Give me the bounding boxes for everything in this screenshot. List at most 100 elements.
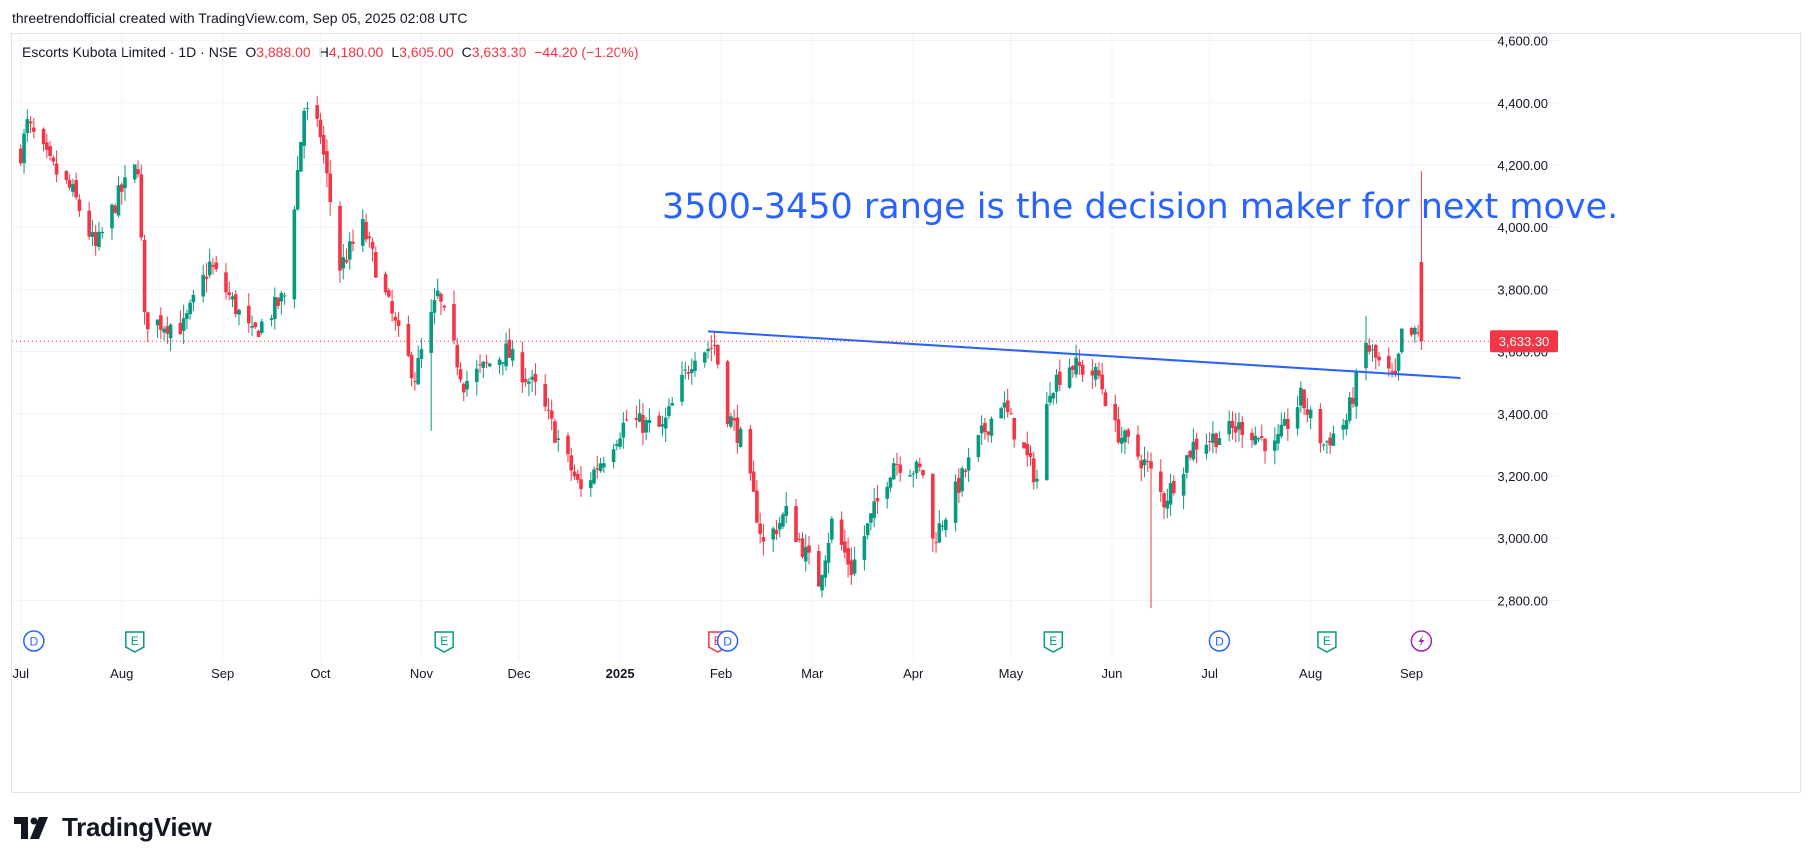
candle[interactable] <box>738 426 743 448</box>
candle[interactable] <box>1377 352 1381 367</box>
candle[interactable] <box>256 329 261 338</box>
candle[interactable] <box>315 95 319 127</box>
candle[interactable] <box>1354 368 1359 419</box>
candle[interactable] <box>188 299 192 320</box>
candle[interactable] <box>1185 454 1189 479</box>
candle[interactable] <box>771 526 775 552</box>
candle[interactable] <box>439 292 443 315</box>
candle[interactable] <box>1328 431 1332 454</box>
candle[interactable] <box>641 403 645 446</box>
candle[interactable] <box>784 491 789 524</box>
candle[interactable] <box>1370 344 1375 362</box>
candle[interactable] <box>455 338 460 376</box>
candle[interactable] <box>207 248 212 279</box>
candle[interactable] <box>758 512 762 544</box>
candle[interactable] <box>592 466 596 486</box>
candle[interactable] <box>826 532 831 574</box>
candle[interactable] <box>364 213 368 243</box>
candle[interactable] <box>1113 394 1117 432</box>
annotation-text[interactable]: 3500-3450 range is the decision maker fo… <box>662 187 1618 227</box>
candle[interactable] <box>204 262 209 293</box>
candle[interactable] <box>387 287 391 299</box>
candle[interactable] <box>227 281 232 301</box>
candle[interactable] <box>774 520 779 540</box>
candle[interactable] <box>181 304 186 345</box>
candle[interactable] <box>507 328 512 358</box>
candle[interactable] <box>1028 445 1033 466</box>
candle[interactable] <box>1002 391 1007 420</box>
candle[interactable] <box>1025 431 1030 467</box>
candle[interactable] <box>1142 446 1147 478</box>
candle[interactable] <box>1044 392 1049 481</box>
candle[interactable] <box>282 292 287 305</box>
candle[interactable] <box>1035 469 1039 489</box>
candle[interactable] <box>191 290 196 311</box>
candle[interactable] <box>142 234 147 325</box>
candle[interactable] <box>321 125 326 164</box>
candle[interactable] <box>937 510 942 544</box>
candle[interactable] <box>1204 433 1209 460</box>
candle[interactable] <box>846 537 850 578</box>
candle[interactable] <box>657 411 661 428</box>
candle[interactable] <box>849 547 854 585</box>
candle[interactable] <box>1191 428 1196 462</box>
candle[interactable] <box>556 429 561 452</box>
candle[interactable] <box>351 229 355 252</box>
candle[interactable] <box>155 319 160 338</box>
candle[interactable] <box>755 480 759 524</box>
candle[interactable] <box>429 299 433 431</box>
candle[interactable] <box>374 246 378 278</box>
candle[interactable] <box>116 176 121 218</box>
candle[interactable] <box>1256 437 1261 443</box>
candle[interactable] <box>683 361 688 380</box>
candle[interactable] <box>230 292 235 308</box>
candle[interactable] <box>781 511 785 530</box>
candle[interactable] <box>22 128 26 174</box>
candle[interactable] <box>1302 389 1306 416</box>
candle[interactable] <box>523 367 528 387</box>
candle[interactable] <box>325 139 329 188</box>
candle[interactable] <box>299 141 303 172</box>
candle[interactable] <box>963 468 968 478</box>
candle[interactable] <box>751 460 756 492</box>
candle[interactable] <box>432 287 437 324</box>
candle[interactable] <box>852 546 857 577</box>
candle[interactable] <box>1230 411 1235 440</box>
candle[interactable] <box>452 290 456 345</box>
candle[interactable] <box>25 109 30 143</box>
candle[interactable] <box>566 432 570 463</box>
candle[interactable] <box>279 290 284 315</box>
event-marker-d[interactable]: D <box>23 630 45 652</box>
candle[interactable] <box>1299 381 1303 413</box>
candle[interactable] <box>1390 363 1394 378</box>
candle[interactable] <box>1116 406 1121 445</box>
candle[interactable] <box>602 456 606 473</box>
candle[interactable] <box>634 405 639 428</box>
candle[interactable] <box>543 373 547 412</box>
candle[interactable] <box>549 399 554 431</box>
candle[interactable] <box>1074 344 1078 378</box>
candle[interactable] <box>1090 359 1095 389</box>
candle[interactable] <box>1211 421 1215 454</box>
candle[interactable] <box>1318 403 1323 453</box>
candle[interactable] <box>1054 368 1059 404</box>
candle[interactable] <box>481 360 486 379</box>
candle[interactable] <box>1100 362 1104 395</box>
candle[interactable] <box>1172 475 1176 496</box>
candle[interactable] <box>611 443 616 469</box>
candle[interactable] <box>1031 451 1036 490</box>
candle[interactable] <box>393 312 398 331</box>
candle[interactable] <box>341 243 346 280</box>
candle[interactable] <box>383 271 388 296</box>
candle[interactable] <box>527 377 531 397</box>
candle[interactable] <box>732 409 736 432</box>
candle[interactable] <box>729 412 733 429</box>
candle[interactable] <box>1139 454 1144 482</box>
candle[interactable] <box>260 318 264 335</box>
candle[interactable] <box>999 406 1003 419</box>
candle[interactable] <box>1364 315 1368 381</box>
candle[interactable] <box>1341 418 1345 440</box>
candle[interactable] <box>895 452 899 476</box>
candle[interactable] <box>276 296 280 310</box>
candle[interactable] <box>93 224 98 256</box>
